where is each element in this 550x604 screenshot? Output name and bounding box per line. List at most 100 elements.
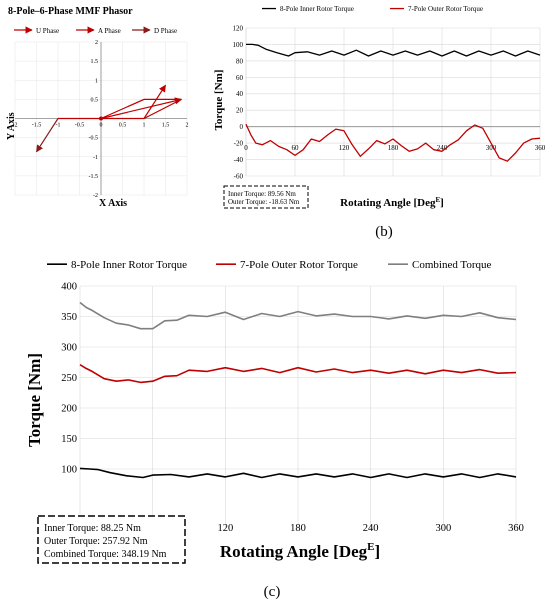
- chartB-legend-label: 8-Pole Inner Rotor Torque: [280, 5, 354, 13]
- chartC-series-line: [79, 301, 517, 330]
- chartC-y-tick-label: 100: [61, 465, 77, 476]
- chart-c: 8-Pole Inner Rotor Torque 7-Pole Outer Ro…: [25, 259, 524, 600]
- chart-b-x-axis-label-close: ]: [440, 197, 444, 209]
- phasor-y-axis-label: Y Axis: [6, 112, 17, 140]
- phasor-arrow: [100, 97, 183, 120]
- phasor-legend: U Phase A Phase D Phase: [14, 26, 177, 35]
- chartC-x-tick-label: 240: [363, 523, 379, 534]
- chartC-y-tick-label: 150: [61, 434, 77, 445]
- chartC-y-tick-label: 400: [61, 282, 77, 293]
- chartC-x-tick-label: 360: [508, 523, 524, 534]
- phasor-x-tick-label: 0.5: [119, 123, 127, 129]
- chartC-series-line: [79, 364, 517, 384]
- chartB-y-tick-label: -60: [234, 172, 244, 180]
- chartB-x-tick-label: 300: [486, 144, 497, 152]
- phasor-y-tick-label: -1: [93, 155, 98, 161]
- chartC-legend-label: 8-Pole Inner Rotor Torque: [71, 259, 187, 271]
- chartC-x-tick-label: 300: [435, 523, 451, 534]
- chartB-x-tick-label: 0: [244, 144, 248, 152]
- chart-b-legend: 8-Pole Inner Rotor Torque 7-Pole Outer Ro…: [262, 5, 483, 13]
- chartB-y-tick-label: 100: [233, 41, 244, 49]
- chartC-x-tick-label: 180: [290, 523, 306, 534]
- chart-c-y-axis-label: Torque [Nm]: [25, 353, 44, 447]
- phasor-y-tick-label: -0.5: [89, 136, 99, 142]
- panel-label-c: (c): [264, 584, 281, 600]
- chart-c-x-axis-label: Rotating Angle [DegE]: [220, 541, 380, 561]
- chart-b-annotation-inner: Inner Torque: 89.56 Nm: [228, 190, 296, 198]
- chart-b-annotation-outer: Outer Torque: -18.63 Nm: [228, 198, 300, 206]
- chart-c-legend: 8-Pole Inner Rotor Torque 7-Pole Outer Ro…: [47, 259, 491, 271]
- phasor-arrow: [35, 118, 59, 153]
- phasor-x-tick-label: 2: [186, 123, 189, 129]
- chartB-x-tick-label: 120: [339, 144, 350, 152]
- chartC-series-line: [79, 467, 517, 479]
- phasor-legend-label: A Phase: [98, 27, 121, 35]
- phasor-y-tick-label: 2: [95, 40, 98, 46]
- chartB-y-tick-label: -40: [234, 156, 244, 164]
- phasor-y-tick-label: -2: [93, 193, 98, 199]
- chart-c-x-axis-label-close: ]: [375, 542, 381, 561]
- chart-c-x-axis-label-sup: E: [367, 541, 374, 553]
- phasor-x-axis-label: X Axis: [99, 198, 127, 209]
- chartC-x-tick-label: 120: [217, 523, 233, 534]
- chartC-legend-label: 7-Pole Outer Rotor Torque: [240, 259, 358, 271]
- chart-b: 8-Pole Inner Rotor Torque 7-Pole Outer Ro…: [213, 5, 546, 240]
- phasor-x-tick-label: -1: [56, 123, 61, 129]
- chart-c-annotation-box: [37, 515, 186, 564]
- chart-b-grid: [245, 27, 541, 177]
- phasor-x-tick-label: 1: [143, 123, 146, 129]
- chart-c-grid: [79, 285, 517, 530]
- chartB-y-tick-label: -20: [234, 140, 244, 148]
- phasor-legend-label: U Phase: [36, 27, 59, 35]
- phasor-y-tick-label: -1.5: [89, 174, 99, 180]
- chartC-y-tick-label: 200: [61, 404, 77, 415]
- chartB-y-tick-label: 20: [236, 107, 244, 115]
- chart-c-annotation-outer: Outer Torque: 257.92 Nm: [44, 536, 148, 547]
- phasor-x-tick-label: -0.5: [75, 123, 85, 129]
- chartB-x-tick-label: 60: [292, 144, 300, 152]
- chartB-x-tick-label: 240: [437, 144, 448, 152]
- chartB-y-tick-label: 0: [240, 123, 244, 131]
- chart-b-x-axis-label: Rotating Angle [DegE]: [340, 196, 444, 209]
- chart-b-x-axis-label-main: Rotating Angle [Deg: [340, 197, 436, 209]
- chart-c-annotation-combined: Combined Torque: 348.19 Nm: [44, 549, 167, 560]
- phasor-chart: 8-Pole–6-Phase MMF Phasor U Phase A Phase…: [6, 6, 189, 209]
- phasor-y-tick-label: 1.5: [91, 59, 99, 65]
- chartC-y-tick-label: 350: [61, 312, 77, 323]
- chartB-x-tick-label: 360: [535, 144, 546, 152]
- phasor-vectors: [35, 84, 183, 153]
- chartC-legend-label: Combined Torque: [412, 259, 491, 271]
- chartB-y-tick-label: 40: [236, 90, 244, 98]
- chart-c-series: [79, 301, 517, 479]
- phasor-x-tick-label: -2: [13, 123, 18, 129]
- chart-b-series: [245, 43, 541, 162]
- chartB-series-line: [246, 43, 541, 57]
- phasor-polyline: [58, 98, 182, 120]
- chartB-x-tick-label: 180: [388, 144, 399, 152]
- phasor-title: 8-Pole–6-Phase MMF Phasor: [8, 6, 133, 17]
- chartB-y-tick-label: 80: [236, 57, 244, 65]
- phasor-y-tick-label: 0.5: [91, 97, 99, 103]
- chart-b-y-axis-label: Torque [Nm]: [213, 70, 225, 131]
- panel-label-b: (b): [375, 224, 393, 240]
- phasor-legend-label: D Phase: [154, 27, 177, 35]
- chartC-y-tick-label: 250: [61, 373, 77, 384]
- chart-c-tick-labels: 10015020025030035040060120180240300360: [61, 282, 524, 534]
- phasor-y-tick-label: 1: [95, 78, 98, 84]
- phasor-x-tick-label: 0: [100, 123, 103, 129]
- chartB-series-line: [245, 123, 541, 162]
- chartB-y-tick-label: 120: [233, 24, 244, 32]
- chart-b-annotation-box: [223, 185, 309, 209]
- chart-c-x-axis-label-main: Rotating Angle [Deg: [220, 542, 368, 561]
- phasor-tick-labels: -2 -1.5 -1 -0.5 0 0.5 1 1.5 2 -2 -1.5 -1 -0.5 0.5 1 1.5…: [13, 40, 189, 199]
- chartB-legend-label: 7-Pole Outer Rotor Torque: [408, 5, 483, 13]
- phasor-x-tick-label: -1.5: [32, 123, 42, 129]
- phasor-origin-point: [99, 116, 103, 121]
- phasor-arrow: [143, 84, 167, 119]
- chartB-y-tick-label: 60: [236, 74, 244, 82]
- phasor-x-tick-label: 1.5: [162, 123, 170, 129]
- chartC-y-tick-label: 300: [61, 343, 77, 354]
- chart-c-annotation-inner: Inner Torque: 88.25 Nm: [44, 523, 141, 534]
